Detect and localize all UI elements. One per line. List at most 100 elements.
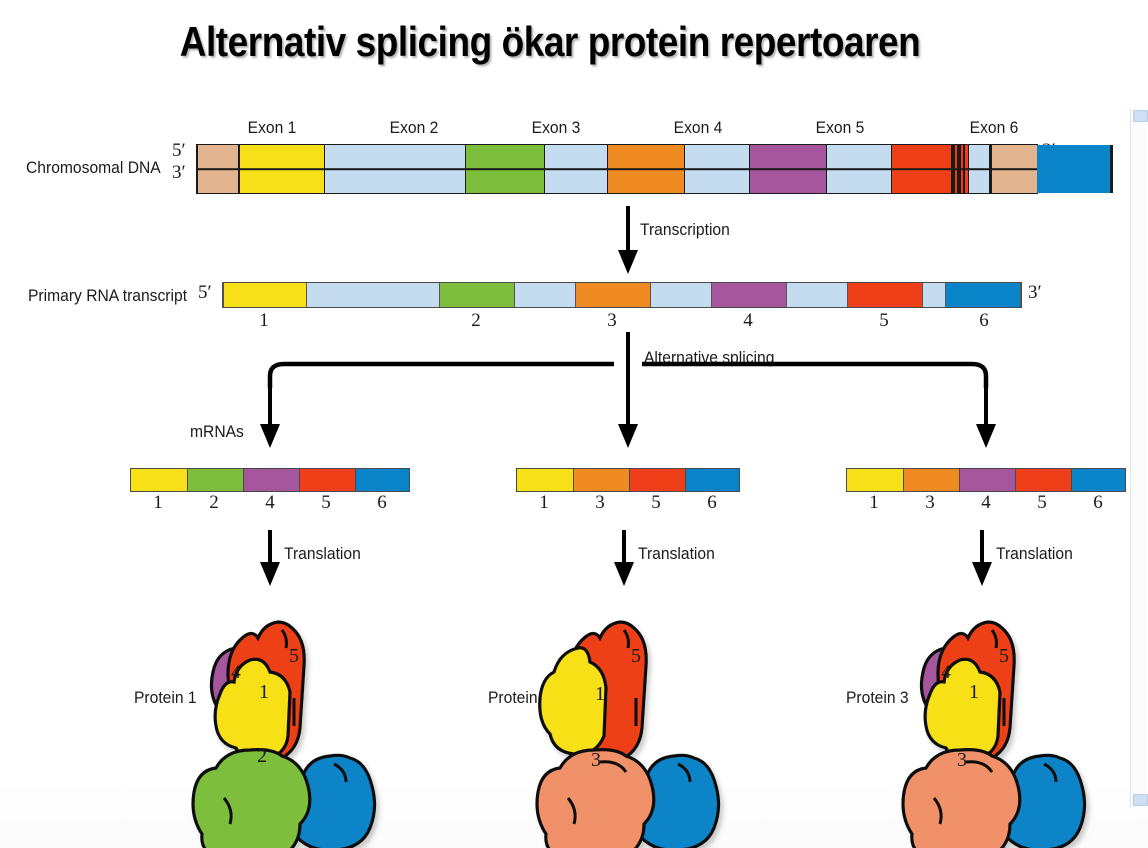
mrna2-number-1: 1 xyxy=(539,492,549,513)
protein3-number-1: 1 xyxy=(969,681,979,703)
mrna3-exon-6 xyxy=(1071,469,1125,491)
exon-title-5: Exon 5 xyxy=(815,118,865,137)
protein-1-structure xyxy=(191,620,377,848)
mrna-bar-2 xyxy=(516,468,740,492)
protein-label-3: Protein 3 xyxy=(846,688,909,707)
vertical-scrollbar[interactable] xyxy=(1130,108,1148,808)
protein3-subunit-4 xyxy=(919,646,977,725)
mrna2-number-4: 6 xyxy=(707,492,717,513)
mrna-bar-1 xyxy=(130,468,410,492)
mrna1-exon-1 xyxy=(131,469,187,491)
mrna3-number-1: 1 xyxy=(869,492,879,513)
primary-rna-strand xyxy=(222,282,1022,308)
rna-left-prime: 5′ xyxy=(198,282,212,303)
mrna3-number-3: 4 xyxy=(981,492,991,513)
mrna3-exon-5 xyxy=(1015,469,1071,491)
mrnas-label: mRNAs xyxy=(190,422,244,441)
protein2-subunit-5 xyxy=(568,620,648,765)
scrollbar-track[interactable] xyxy=(1132,122,1147,794)
mrna3-number-2: 3 xyxy=(925,492,935,513)
mrna1-exon-5 xyxy=(299,469,355,491)
mrna3-number-5: 6 xyxy=(1093,492,1103,513)
protein1-number-1: 1 xyxy=(259,681,269,703)
mrna1-number-5: 6 xyxy=(377,492,387,513)
rna-number-2: 2 xyxy=(471,310,481,331)
mrna1-number-4: 5 xyxy=(321,492,331,513)
rna-exon-2 xyxy=(439,283,515,307)
protein1-number-6: 6 xyxy=(325,723,335,745)
rna-right-prime: 3′ xyxy=(1028,282,1042,303)
protein2-number-5: 5 xyxy=(631,645,641,667)
mrna3-exon-1 xyxy=(847,469,903,491)
dna-left-prime-bottom: 3′ xyxy=(172,162,186,183)
translation-arrow-3 xyxy=(972,530,992,586)
mrna-bar-3 xyxy=(846,468,1126,492)
protein1-number-2: 2 xyxy=(257,745,267,767)
mrna3-number-4: 5 xyxy=(1037,492,1047,513)
mrna2-number-2: 3 xyxy=(595,492,605,513)
protein2-subunit-3 xyxy=(535,748,656,848)
mrna3-exon-4 xyxy=(959,469,1015,491)
splicing-diagram: Chromosomal DNA 5′ 3′ 3′ 5′ Exon 1 Exon … xyxy=(0,100,1148,848)
protein3-number-5: 5 xyxy=(999,645,1009,667)
primary-rna-transcript-label: Primary RNA transcript xyxy=(28,286,188,305)
exon-title-4: Exon 4 xyxy=(673,118,723,137)
mrna1-exon-6 xyxy=(355,469,409,491)
mrna3-exon-3 xyxy=(903,469,959,491)
rna-number-6: 6 xyxy=(979,310,989,331)
mrna2-exon-3 xyxy=(573,469,629,491)
mrna2-exon-1 xyxy=(517,469,573,491)
protein3-subunit-5 xyxy=(936,620,1016,765)
translation-arrow-2 xyxy=(614,530,634,586)
protein1-number-5: 5 xyxy=(289,645,299,667)
transcription-label: Transcription xyxy=(640,220,730,239)
protein2-number-3: 3 xyxy=(591,749,601,771)
rna-number-4: 4 xyxy=(743,310,753,331)
mrna2-exon-5 xyxy=(629,469,685,491)
mrna2-number-3: 5 xyxy=(651,492,661,513)
rna-exon-6 xyxy=(945,283,1021,307)
rna-exon-4 xyxy=(711,283,787,307)
protein1-subunit-5 xyxy=(226,620,306,765)
protein1-subunit-2 xyxy=(191,748,312,848)
rna-number-1: 1 xyxy=(259,310,269,331)
mrna2-exon-6 xyxy=(685,469,739,491)
exon-title-3: Exon 3 xyxy=(531,118,581,137)
dna-utr-right-tan xyxy=(1111,145,1113,193)
scroll-down-arrow-icon[interactable] xyxy=(1133,794,1148,806)
exon-title-2: Exon 2 xyxy=(389,118,439,137)
exon-title-1: Exon 1 xyxy=(247,118,297,137)
page-title: Alternativ splicing ökar protein reperto… xyxy=(179,18,921,65)
protein3-number-6: 6 xyxy=(1035,723,1045,745)
dna-left-prime-top: 5′ xyxy=(172,140,186,161)
alternative-splicing-branch xyxy=(260,332,996,448)
protein-2-structure xyxy=(535,620,721,848)
rna-number-5: 5 xyxy=(879,310,889,331)
rna-exon-5 xyxy=(847,283,923,307)
protein2-number-6: 6 xyxy=(669,723,679,745)
alternative-splicing-label: Alternative splicing xyxy=(644,348,775,367)
scroll-up-arrow-icon[interactable] xyxy=(1133,110,1148,122)
protein2-subunit-6 xyxy=(628,753,721,848)
translation-label-2: Translation xyxy=(638,544,715,563)
protein-label-2: Protein 2 xyxy=(488,688,551,707)
mrna1-exon-4 xyxy=(243,469,299,491)
chromosomal-dna-strand xyxy=(196,144,1113,194)
protein3-number-4: 4 xyxy=(941,662,951,683)
rna-exon-1 xyxy=(223,283,307,307)
protein-3-structure xyxy=(901,620,1087,848)
protein1-subunit-1 xyxy=(213,657,292,763)
translation-label-3: Translation xyxy=(996,544,1073,563)
mrna1-number-2: 2 xyxy=(209,492,219,513)
mrna1-exon-2 xyxy=(187,469,243,491)
protein1-subunit-6 xyxy=(284,753,377,848)
transcription-arrow xyxy=(618,206,638,274)
protein-label-1: Protein 1 xyxy=(134,688,197,707)
mrna1-number-3: 4 xyxy=(265,492,275,513)
protein3-number-3: 3 xyxy=(957,749,967,771)
dna-strand-divider xyxy=(197,168,1037,170)
dna-exon-6-block-real xyxy=(1033,145,1111,193)
translation-arrow-1 xyxy=(260,530,280,586)
rna-number-3: 3 xyxy=(607,310,617,331)
protein3-subunit-6 xyxy=(994,753,1087,848)
